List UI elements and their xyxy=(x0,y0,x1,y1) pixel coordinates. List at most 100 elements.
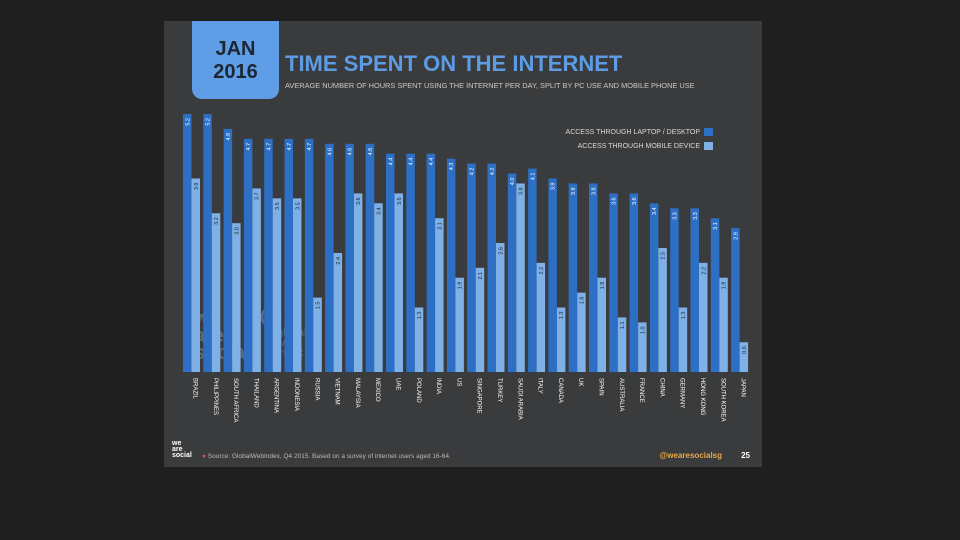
bar-laptop-7 xyxy=(325,143,334,372)
bar-laptop-0 xyxy=(183,114,192,372)
label-mobile-15: 2.6 xyxy=(498,247,504,255)
bar-laptop-13 xyxy=(446,158,456,372)
date-month: JAN xyxy=(215,38,256,60)
footer-brand-we: we xyxy=(172,440,182,447)
label-laptop-3: 4.7 xyxy=(246,143,252,151)
label-laptop-22: 3.6 xyxy=(632,197,638,205)
legend-mobile-swatch xyxy=(704,142,713,150)
label-mobile-13: 1.9 xyxy=(458,282,464,290)
label-laptop-26: 3.1 xyxy=(713,222,719,230)
bar-laptop-8 xyxy=(345,143,354,372)
bar-mobile-18 xyxy=(556,307,566,372)
category-label-11: POLAND xyxy=(415,378,421,403)
category-label-27: JAPAN xyxy=(740,378,746,397)
label-laptop-7: 4.6 xyxy=(327,148,333,156)
category-label-21: AUSTRALIA xyxy=(618,378,624,411)
bar-mobile-4 xyxy=(272,198,282,372)
label-laptop-15: 4.2 xyxy=(490,168,496,176)
category-label-4: ARGENTINA xyxy=(273,378,279,413)
label-laptop-13: 4.3 xyxy=(449,163,455,171)
label-laptop-5: 4.7 xyxy=(287,143,293,151)
label-mobile-20: 1.9 xyxy=(600,282,606,290)
bar-laptop-1 xyxy=(203,114,212,372)
category-label-25: HONG KONG xyxy=(699,378,705,416)
label-mobile-0: 3.9 xyxy=(194,183,200,191)
footer-brand-social: social xyxy=(172,452,192,459)
category-label-3: THAILAND xyxy=(252,378,258,408)
bar-mobile-13 xyxy=(455,277,464,372)
bar-laptop-5 xyxy=(284,138,293,372)
label-laptop-8: 4.6 xyxy=(348,148,354,156)
category-label-26: SOUTH KOREA xyxy=(719,378,725,422)
label-mobile-9: 3.4 xyxy=(376,207,382,215)
label-laptop-12: 4.4 xyxy=(429,158,435,166)
category-label-6: RUSSIA xyxy=(313,378,319,400)
label-laptop-2: 4.9 xyxy=(226,133,232,141)
bar-laptop-21 xyxy=(609,193,618,372)
category-label-0: BRAZIL xyxy=(192,378,198,400)
chart-subtitle: AVERAGE NUMBER OF HOURS SPENT USING THE … xyxy=(285,81,695,90)
footer-brand-logo: we are social xyxy=(172,440,192,459)
category-label-14: SINGAPORE xyxy=(476,378,482,414)
footer-brand-are: are xyxy=(172,446,183,453)
legend-laptop-label: ACCESS THROUGH LAPTOP / DESKTOP xyxy=(565,128,700,136)
category-label-10: UAE xyxy=(395,378,401,390)
label-laptop-20: 3.8 xyxy=(591,187,597,195)
bar-chart: 5.2 3.9 BRAZIL 5.2 3.2 PHILIPPINES 4.9 3.0 SOUTH… xyxy=(183,114,749,422)
bar-mobile-17 xyxy=(536,262,546,372)
category-label-9: MEXICO xyxy=(374,378,380,402)
bar-laptop-4 xyxy=(264,138,273,372)
legend-laptop-swatch xyxy=(704,128,713,136)
category-label-20: SPAIN xyxy=(598,378,604,396)
label-mobile-21: 1.1 xyxy=(620,321,626,329)
bar-laptop-23 xyxy=(649,203,659,372)
legend-mobile-label: ACCESS THROUGH MOBILE DEVICE xyxy=(577,142,700,150)
label-laptop-25: 3.3 xyxy=(693,212,699,220)
date-year: 2016 xyxy=(213,61,258,83)
label-laptop-21: 3.6 xyxy=(612,197,618,205)
bar-mobile-7 xyxy=(333,252,343,372)
bar-mobile-8 xyxy=(353,193,363,372)
category-label-17: ITALY xyxy=(537,378,543,394)
label-mobile-3: 3.7 xyxy=(255,192,261,200)
category-label-2: SOUTH AFRICA xyxy=(232,378,238,422)
slide: JAN 2016 TIME SPENT ON THE INTERNET AVER… xyxy=(164,21,762,467)
bar-mobile-20 xyxy=(597,277,606,372)
label-mobile-22: 1.0 xyxy=(640,326,646,334)
label-laptop-1: 5.2 xyxy=(206,118,212,126)
legend-mobile: ACCESS THROUGH MOBILE DEVICE xyxy=(566,139,713,153)
legend-laptop: ACCESS THROUGH LAPTOP / DESKTOP xyxy=(566,125,713,139)
footer-source-text: Source: GlobalWebIndex, Q4 2015. Based o… xyxy=(207,453,451,460)
label-mobile-12: 3.1 xyxy=(437,222,443,230)
bar-laptop-3 xyxy=(243,138,253,372)
bar-mobile-6 xyxy=(313,297,322,372)
bar-mobile-27 xyxy=(739,342,749,372)
label-mobile-25: 2.2 xyxy=(701,267,707,275)
category-label-22: FRANCE xyxy=(638,378,644,403)
label-laptop-9: 4.6 xyxy=(368,148,374,156)
bar-mobile-21 xyxy=(617,317,627,372)
label-laptop-24: 3.3 xyxy=(672,212,678,220)
bar-mobile-12 xyxy=(435,218,444,372)
chart-title: TIME SPENT ON THE INTERNET xyxy=(285,51,623,76)
label-mobile-8: 3.6 xyxy=(356,197,362,205)
bar-mobile-0 xyxy=(191,178,200,372)
bar-mobile-10 xyxy=(394,193,403,372)
bar-mobile-9 xyxy=(374,203,383,372)
bar-laptop-11 xyxy=(406,153,415,372)
category-label-7: VIETNAM xyxy=(334,378,340,405)
label-mobile-5: 3.5 xyxy=(295,202,301,210)
bar-laptop-27 xyxy=(731,228,740,372)
bar-mobile-24 xyxy=(678,307,688,372)
label-mobile-23: 2.5 xyxy=(661,252,667,260)
bar-mobile-15 xyxy=(496,243,505,372)
bar-laptop-18 xyxy=(548,178,557,372)
bar-laptop-6 xyxy=(304,138,314,372)
category-label-13: US xyxy=(455,378,461,386)
bar-laptop-19 xyxy=(568,183,578,372)
label-laptop-4: 4.7 xyxy=(266,143,272,151)
label-laptop-10: 4.4 xyxy=(388,158,394,166)
bar-laptop-12 xyxy=(426,153,436,372)
label-laptop-11: 4.4 xyxy=(409,158,415,166)
bar-laptop-17 xyxy=(528,168,537,372)
